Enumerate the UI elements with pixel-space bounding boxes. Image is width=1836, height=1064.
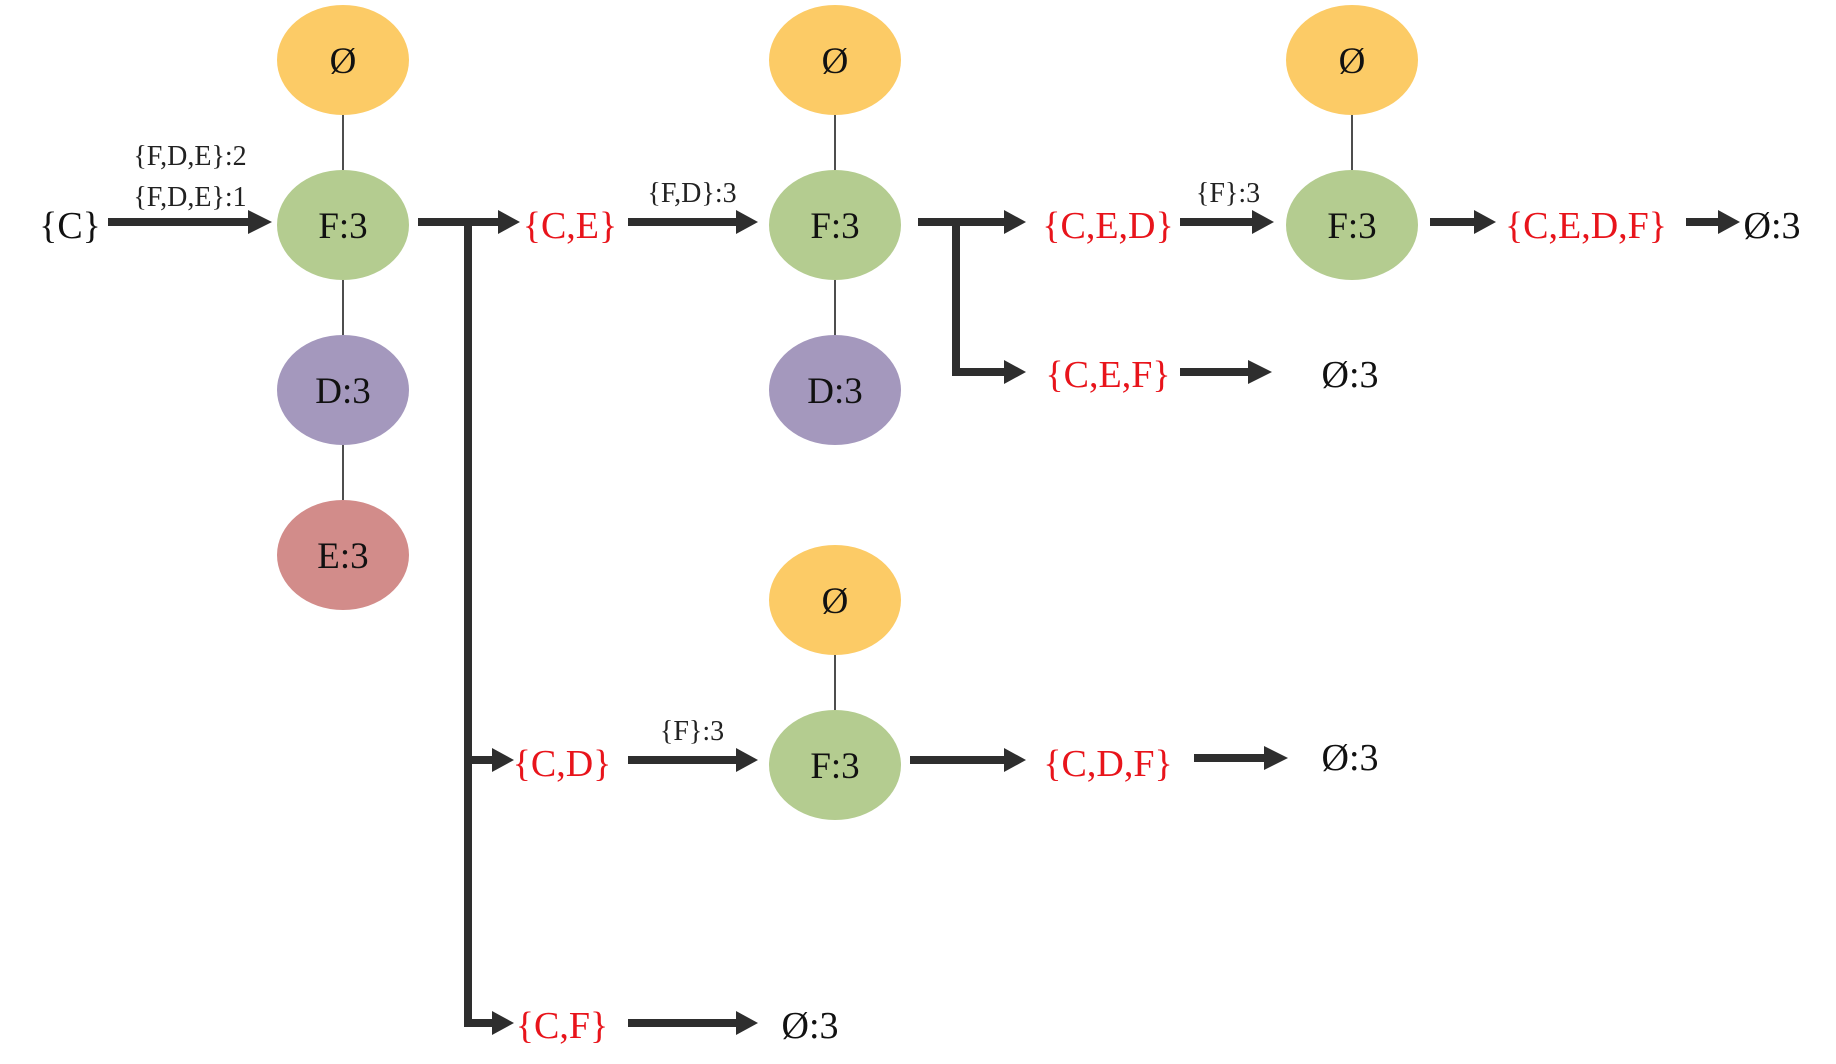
arrow-tree4-to-cdf xyxy=(910,748,1026,772)
set-ced: {C,E,D} xyxy=(1042,205,1173,247)
tree2-input-label: {F,D}:3 xyxy=(647,178,736,209)
set-cdf: {C,D,F} xyxy=(1043,743,1172,785)
tree1-input-label-1: {F,D,E}:2 xyxy=(133,141,246,172)
branch-tree1 xyxy=(418,210,520,1035)
tree-2: Ø F:3 D:3 xyxy=(769,5,901,445)
tree3-input-label: {F}:3 xyxy=(1196,178,1260,209)
tree1-e-label: E:3 xyxy=(317,536,368,577)
result-cdf: Ø:3 xyxy=(1322,737,1379,779)
tree1-f-label: F:3 xyxy=(318,206,367,247)
arrow-cd-to-tree4 xyxy=(628,748,758,772)
set-cd: {C,D} xyxy=(513,743,612,785)
tree4-empty-label: Ø xyxy=(822,581,849,622)
tree-3: Ø F:3 xyxy=(1286,5,1418,280)
tree1-d-label: D:3 xyxy=(315,371,371,412)
arrow-cf-to-result xyxy=(628,1011,758,1035)
tree1-empty-label: Ø xyxy=(330,41,357,82)
tree3-f-node xyxy=(1286,170,1418,280)
arrow-cdf-to-result xyxy=(1194,746,1288,770)
tree4-f-label: F:3 xyxy=(810,746,859,787)
result-cef: Ø:3 xyxy=(1322,354,1379,396)
result-cf: Ø:3 xyxy=(782,1005,839,1047)
tree2-f-label: F:3 xyxy=(810,206,859,247)
tree3-empty-label: Ø xyxy=(1339,41,1366,82)
arrow-cef-to-result xyxy=(1180,360,1272,384)
tree-4: Ø F:3 xyxy=(769,545,901,820)
tree1-input-label-2: {F,D,E}:1 xyxy=(133,182,246,213)
set-cf: {C,F} xyxy=(516,1005,608,1047)
tree2-empty-node xyxy=(769,5,901,115)
tree2-f-node xyxy=(769,170,901,280)
tree1-empty-node xyxy=(277,5,409,115)
arrow-ced-to-tree3 xyxy=(1180,210,1274,234)
set-cedf: {C,E,D,F} xyxy=(1505,205,1667,247)
tree4-f-node xyxy=(769,710,901,820)
arrow-root-to-tree1 xyxy=(108,210,272,234)
set-ce: {C,E} xyxy=(523,205,618,247)
tree-1: Ø F:3 D:3 E:3 xyxy=(277,5,409,610)
tree4-input-label: {F}:3 xyxy=(660,716,724,747)
arrow-ce-to-tree2 xyxy=(628,210,758,234)
tree2-d-node xyxy=(769,335,901,445)
tree2-d-label: D:3 xyxy=(807,371,863,412)
arrow-tree3-to-cedf xyxy=(1430,210,1496,234)
tree1-e-node xyxy=(277,500,409,610)
set-cef: {C,E,F} xyxy=(1045,354,1170,396)
tree3-empty-node xyxy=(1286,5,1418,115)
tree1-d-node xyxy=(277,335,409,445)
root-set-c: {C} xyxy=(39,205,101,247)
result-cedf: Ø:3 xyxy=(1744,205,1801,247)
tree2-empty-label: Ø xyxy=(822,41,849,82)
arrow-cedf-to-result xyxy=(1686,210,1740,234)
tree3-f-label: F:3 xyxy=(1327,206,1376,247)
branch-tree2 xyxy=(918,210,1026,384)
tree4-empty-node xyxy=(769,545,901,655)
tree1-f-node xyxy=(277,170,409,280)
